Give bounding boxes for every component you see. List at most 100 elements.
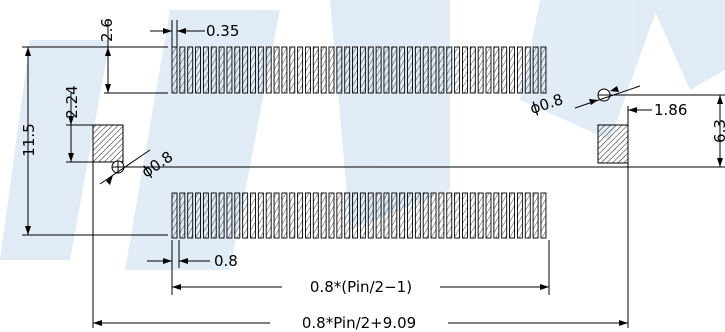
row-length-label: 0.8*(Pin/2−1): [310, 278, 412, 296]
signal-pad: [344, 46, 351, 94]
signal-pad: [297, 192, 304, 239]
signal-pad: [485, 46, 492, 94]
signal-pad: [540, 46, 547, 94]
signal-pad: [210, 192, 217, 239]
signal-pad: [524, 46, 531, 94]
right-mounting-pad: [597, 124, 629, 164]
signal-pad: [399, 192, 406, 239]
signal-pad: [195, 192, 202, 239]
signal-pad: [195, 46, 202, 94]
signal-pad: [438, 46, 445, 94]
signal-pad: [171, 46, 178, 94]
signal-pad: [336, 192, 343, 239]
signal-pad: [493, 192, 500, 239]
signal-pad: [477, 192, 484, 239]
signal-pad: [375, 192, 382, 239]
signal-pad: [328, 192, 335, 239]
signal-pad: [265, 192, 272, 239]
signal-pad: [501, 192, 508, 239]
pitch-label: 0.8: [214, 252, 238, 270]
signal-pad: [422, 192, 429, 239]
pad-width-label: 0.35: [206, 22, 239, 40]
signal-pad: [422, 46, 429, 94]
overall-length-label: 0.8*Pin/2+9.09: [302, 314, 416, 332]
signal-pad: [407, 192, 413, 239]
pad-length-label: 2.6: [98, 18, 116, 42]
signal-pad: [454, 46, 461, 94]
signal-pad: [414, 192, 421, 239]
signal-pad: [352, 192, 358, 239]
signal-pad: [493, 46, 500, 94]
signal-pad: [446, 46, 453, 94]
signal-pad: [501, 46, 508, 94]
signal-pad: [446, 192, 453, 239]
signal-pad: [532, 192, 539, 239]
signal-pad: [462, 192, 468, 239]
signal-pad: [469, 46, 476, 94]
signal-pad: [305, 192, 311, 239]
signal-pad: [257, 192, 264, 239]
signal-pad: [218, 46, 225, 94]
signal-pad: [312, 46, 319, 94]
signal-pad: [273, 192, 280, 239]
signal-pad: [336, 46, 343, 94]
signal-pad: [171, 192, 178, 239]
dimension-lines: [27, 20, 721, 324]
signal-pad: [242, 192, 249, 239]
signal-pad: [344, 192, 351, 239]
signal-pad: [297, 46, 304, 94]
signal-pad: [359, 192, 366, 239]
signal-pad: [532, 46, 539, 94]
signal-pad: [250, 46, 256, 94]
signal-pad: [234, 192, 241, 239]
hole-span-label: 6.3: [711, 119, 725, 143]
signal-pad: [430, 192, 437, 239]
signal-pad: [462, 46, 468, 94]
signal-pad: [312, 192, 319, 239]
signal-pad: [516, 192, 523, 239]
signal-pad: [242, 46, 249, 94]
extension-lines: [22, 20, 725, 328]
signal-pad: [179, 192, 186, 239]
left-mounting-pad: [92, 124, 124, 163]
signal-pad: [305, 46, 311, 94]
overall-height-label: 11.5: [20, 123, 38, 156]
signal-pad: [226, 192, 233, 239]
signal-pad: [179, 46, 186, 94]
bottom-pad-row: [171, 192, 547, 239]
signal-pad: [430, 46, 437, 94]
signal-pad: [281, 46, 288, 94]
signal-pad: [438, 192, 445, 239]
hole-offset-label: 1.86: [654, 101, 687, 119]
signal-pad: [218, 192, 225, 239]
signal-pad: [257, 46, 264, 94]
row-offset-label: 2.24: [63, 85, 81, 118]
signal-pad: [289, 46, 296, 94]
top-pad-row: [171, 46, 547, 94]
signal-pad: [485, 192, 492, 239]
signal-pad: [383, 46, 390, 94]
signal-pad: [328, 46, 335, 94]
signal-pad: [187, 192, 194, 239]
signal-pad: [250, 192, 256, 239]
signal-pad: [226, 46, 233, 94]
signal-pad: [202, 192, 209, 239]
signal-pad: [454, 192, 461, 239]
signal-pad: [320, 192, 327, 239]
signal-pad: [383, 192, 390, 239]
signal-pad: [352, 46, 358, 94]
signal-pad: [516, 46, 523, 94]
signal-pad: [540, 192, 547, 239]
signal-pad: [477, 46, 484, 94]
signal-pad: [210, 46, 217, 94]
signal-pad: [273, 46, 280, 94]
signal-pad: [367, 46, 374, 94]
signal-pad: [469, 192, 476, 239]
signal-pad: [281, 192, 288, 239]
signal-pad: [359, 46, 366, 94]
signal-pad: [509, 192, 515, 239]
signal-pad: [367, 192, 374, 239]
signal-pad: [320, 46, 327, 94]
